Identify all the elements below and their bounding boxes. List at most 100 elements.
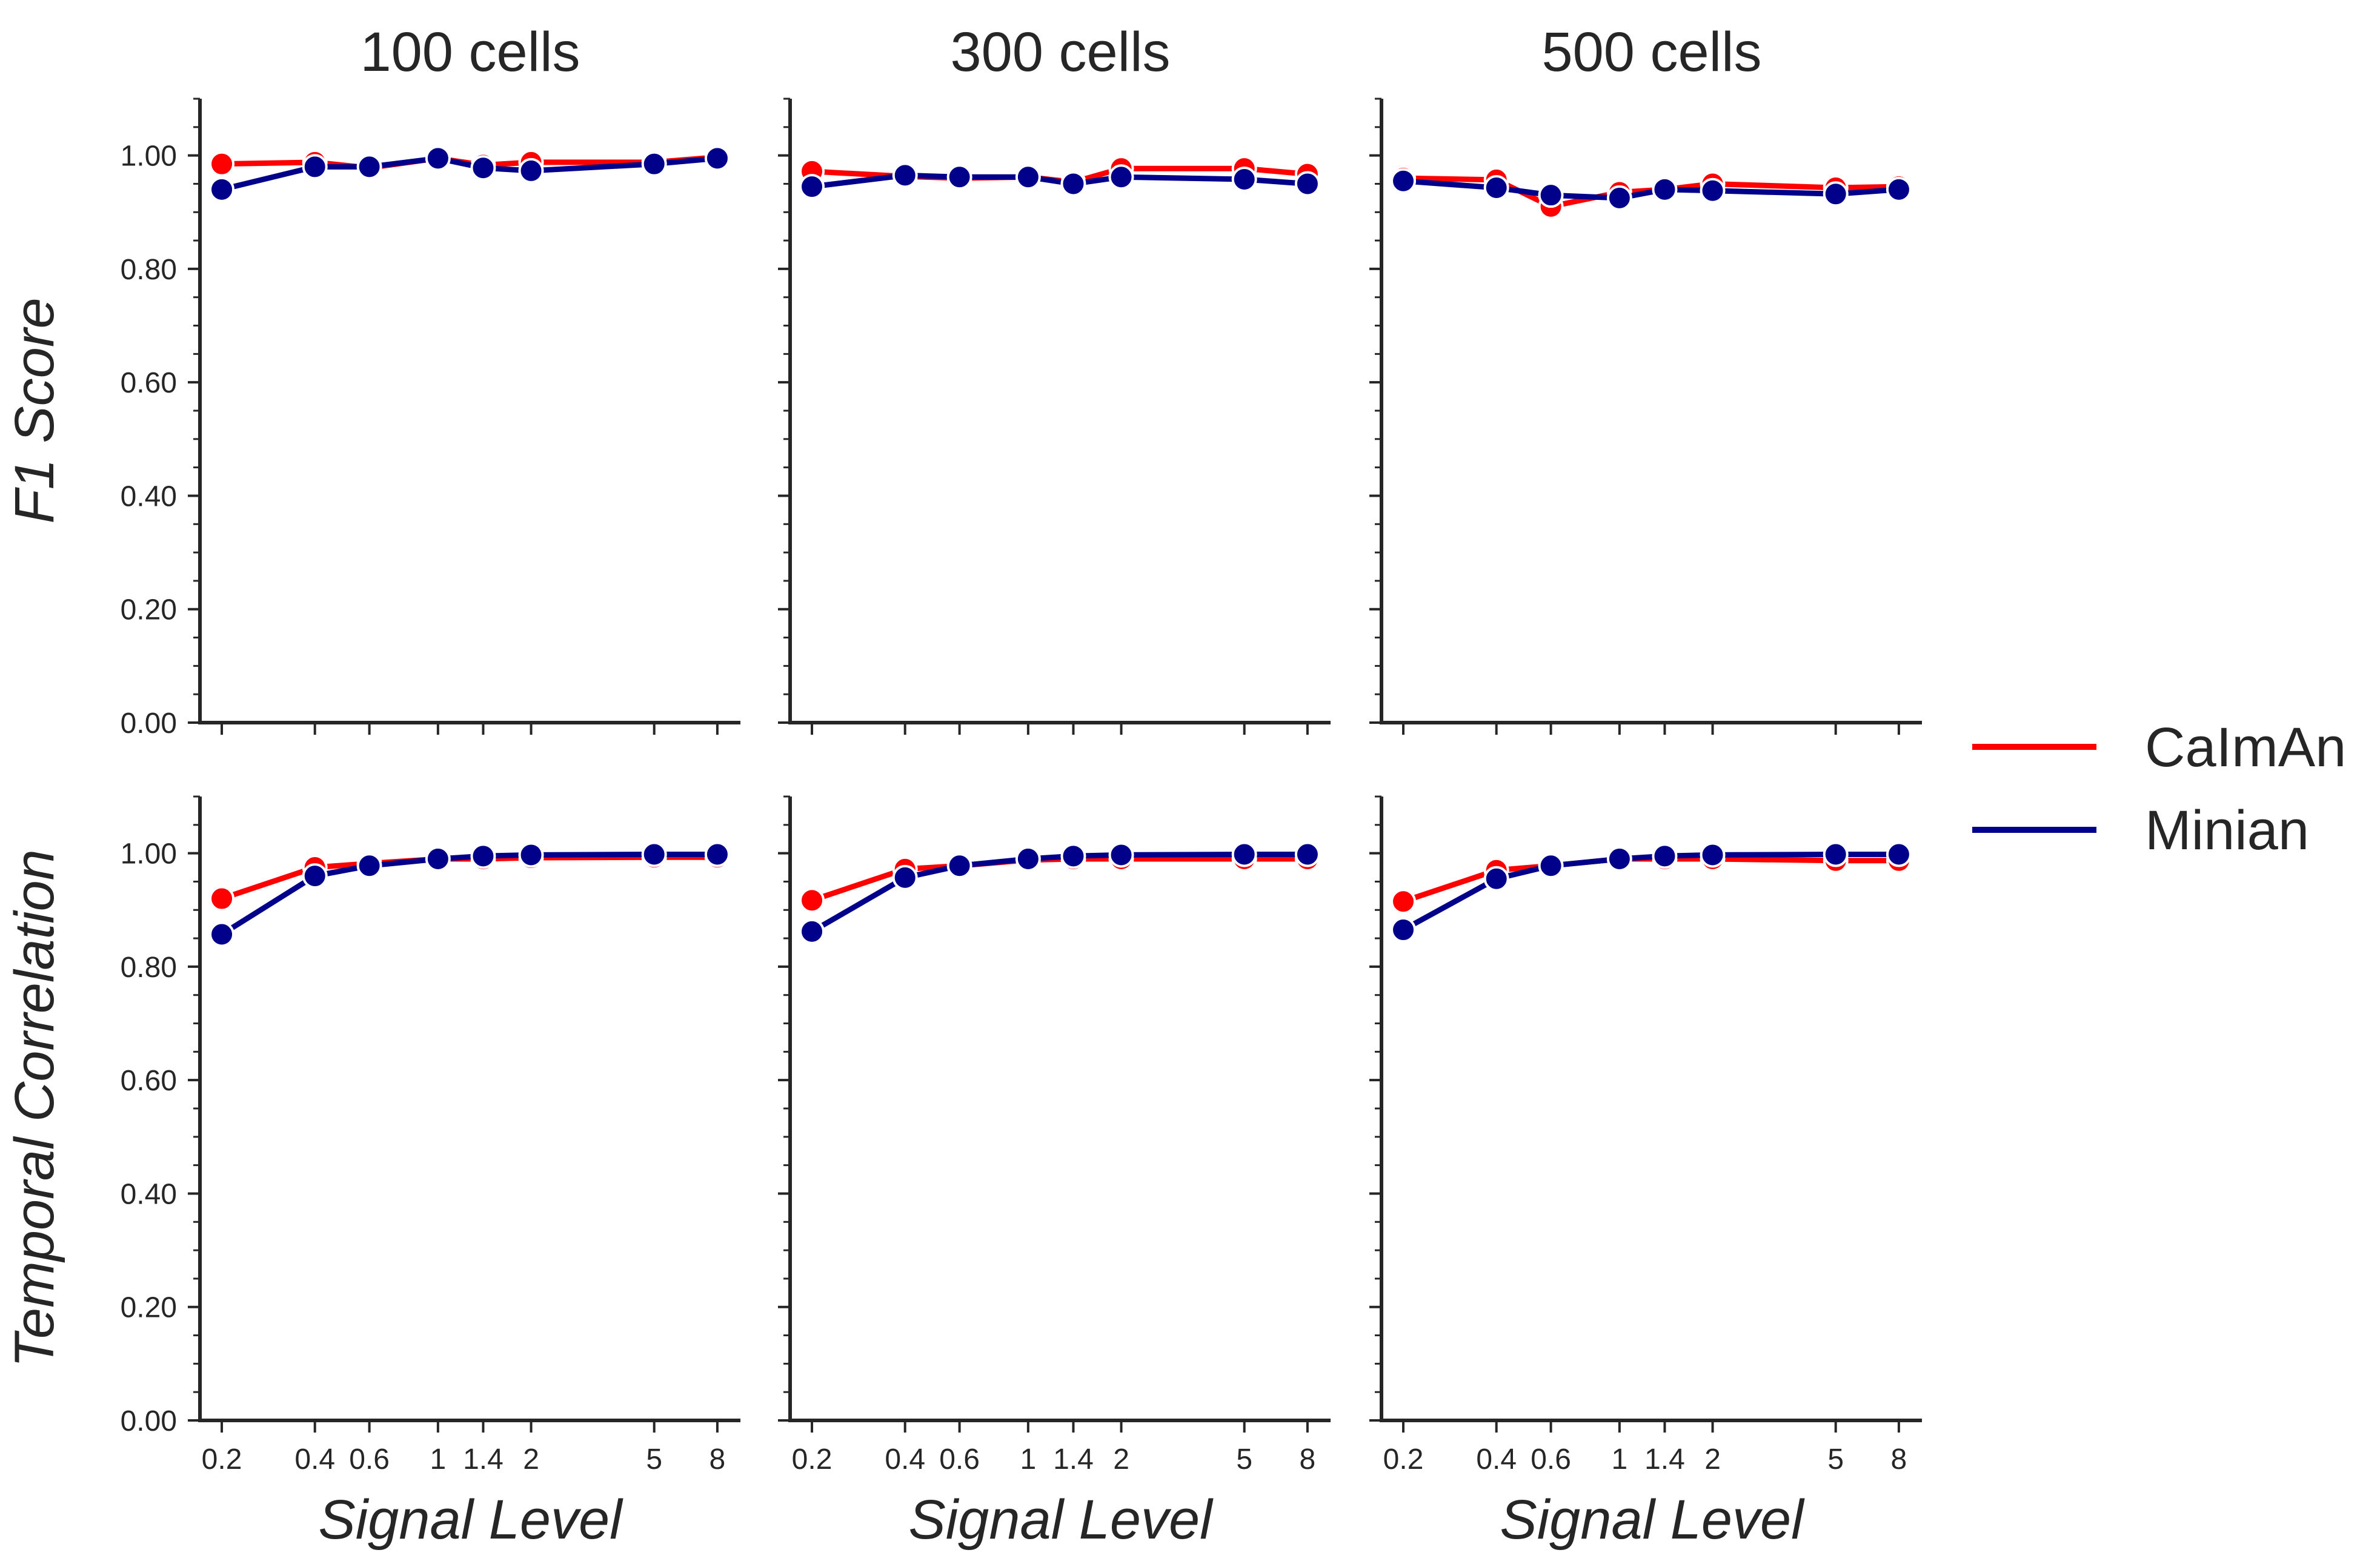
data-point [799,918,825,944]
panel-5: 0.2 0.4 0.6 1 1.4 2 5 8 Signal Level [778,795,1331,1551]
y-tick-label: 0.00 [121,707,177,740]
legend-item-caiman: CaImAn [1972,717,2346,778]
panel-4: 0.00 0.20 0.40 0.60 0.80 1.00 0.2 0.4 0.6 1 1.4 2 5 8… [4,795,740,1551]
data-point [1060,843,1086,869]
x-tick-label: 1 [430,1443,447,1476]
data-point [1015,164,1041,190]
x-tick-label: 1.4 [463,1443,504,1476]
data-point [892,864,918,890]
x-tick-label: 2 [1113,1443,1129,1476]
panel-3: 500 cells [1369,21,1922,735]
data-point [425,846,451,872]
panel-title: 500 cells [1541,21,1761,83]
x-tick-label: 0.4 [885,1443,925,1476]
data-point [1294,171,1320,197]
data-point [1823,181,1849,207]
y-tick-label: 0.80 [121,254,177,286]
x-axis-label: Signal Level [908,1489,1214,1551]
y-tick-label: 0.40 [121,480,177,512]
legend-label: CaImAn [2145,717,2346,778]
data-point [1886,841,1912,867]
data-point [946,853,972,879]
x-tick-label: 0.4 [1476,1443,1517,1476]
data-point [1606,185,1632,211]
series-minian [209,145,730,202]
series-line [219,852,720,937]
panel-2: 300 cells [778,21,1331,735]
x-tick-label: 1 [1612,1443,1628,1476]
data-point [1700,177,1726,204]
data-point [704,145,730,171]
data-point [1391,889,1417,915]
data-point [1823,841,1849,867]
y-tick-label: 0.60 [121,367,177,399]
data-point [799,174,825,200]
x-tick-label: 1.4 [1644,1443,1685,1476]
data-point [356,853,382,879]
x-tick-label: 5 [646,1443,662,1476]
panel-title: 100 cells [360,21,580,83]
x-tick-label: 2 [523,1443,539,1476]
data-point [1606,846,1632,872]
y-tick-label: 0.00 [121,1405,177,1437]
data-point [799,887,825,913]
y-tick-label: 0.60 [121,1065,177,1097]
data-point [518,157,544,184]
data-point [1483,175,1509,201]
chart-panels: 0.00 0.20 0.40 0.60 0.80 1.00 100 cells F1 Scor… [4,21,1922,1551]
data-point [209,921,235,947]
data-point [892,162,918,188]
data-point [1652,176,1678,202]
x-tick-label: 0.4 [294,1443,335,1476]
y-tick-label: 0.20 [121,1292,177,1324]
x-tick-label: 5 [1827,1443,1844,1476]
data-point [1060,171,1086,197]
data-point [1231,841,1257,867]
panel-title: 300 cells [950,21,1170,83]
x-tick-label: 0.6 [1531,1443,1571,1476]
data-point [1391,917,1417,943]
data-point [1294,841,1320,867]
data-point [704,841,730,867]
x-tick-label: 1.4 [1053,1443,1094,1476]
x-tick-label: 8 [1891,1443,1907,1476]
x-tick-label: 8 [710,1443,726,1476]
series-line [219,854,720,901]
legend-item-minian: Minian [1972,800,2309,861]
data-point [470,843,496,869]
x-tick-label: 0.2 [1383,1443,1424,1476]
x-tick-label: 0.6 [939,1443,980,1476]
panel-1: 0.00 0.20 0.40 0.60 0.80 1.00 100 cells F1 Scor… [4,21,740,740]
data-point [1652,843,1678,869]
data-point [1483,866,1509,892]
data-point [425,145,451,171]
x-tick-label: 0.6 [349,1443,390,1476]
series-minian [799,162,1320,200]
data-point [209,151,235,177]
x-tick-label: 2 [1704,1443,1721,1476]
data-point [518,842,544,868]
data-point [641,151,667,177]
y-tick-label: 1.00 [121,141,177,173]
y-tick-label: 0.40 [121,1178,177,1210]
y-tick-label: 1.00 [121,838,177,870]
data-point [302,154,328,180]
data-point [641,841,667,867]
x-tick-label: 0.2 [792,1443,833,1476]
y-axis-label: Temporal Correlation [4,849,65,1368]
series-minian [1391,168,1912,211]
data-point [209,176,235,202]
series-line [809,852,1311,935]
data-point [1886,176,1912,202]
data-point [470,155,496,181]
data-point [1015,846,1041,872]
data-point [302,863,328,889]
data-point [1538,182,1564,208]
data-point [356,154,382,180]
x-tick-label: 0.2 [202,1443,242,1476]
y-axis-label: F1 Score [4,297,65,523]
x-axis-label: Signal Level [318,1489,623,1551]
chart-legend: CaImAn Minian [1972,717,2346,861]
